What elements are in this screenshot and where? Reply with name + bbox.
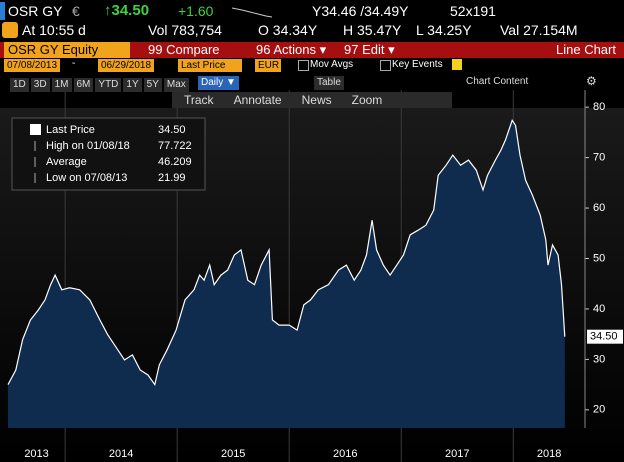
y-tick-label: 80	[593, 101, 605, 113]
checkbox[interactable]	[380, 60, 391, 71]
legend-frame	[11, 117, 206, 191]
legend-swatch	[30, 124, 41, 135]
area	[8, 120, 565, 429]
actions[interactable]: 96 Actions ▾	[256, 42, 327, 57]
sparkline	[232, 7, 272, 18]
tool[interactable]: Track	[184, 93, 214, 107]
price-value: 34.50	[111, 2, 150, 19]
legend-stat-value: 21.99	[158, 172, 186, 184]
x-tick-label: 2015	[221, 448, 245, 460]
legend-stat-label: Low on 07/08/13	[46, 172, 127, 184]
y-tick-label: 70	[593, 152, 605, 164]
edit[interactable]: 97 Edit ▾	[344, 42, 395, 57]
start-date[interactable]: 07/08/2013	[4, 59, 61, 72]
period-button[interactable]: 3D	[30, 78, 50, 92]
value-traded: Val 27.154M	[500, 22, 578, 38]
period-button[interactable]: 1M	[51, 78, 72, 92]
table-button[interactable]: Table	[314, 76, 344, 90]
x-tick-label: 2017	[445, 448, 469, 460]
end-date[interactable]: 06/29/2018	[98, 59, 155, 72]
y-tick-label: 60	[593, 202, 605, 214]
low: L 34.25Y	[416, 22, 472, 38]
legend-value: 34.50	[158, 124, 186, 136]
price: ↑34.50	[104, 2, 149, 19]
y-tick-label: 40	[593, 303, 605, 315]
currency: €	[72, 3, 80, 19]
period-button[interactable]: Max	[163, 78, 189, 92]
field[interactable]: Last Price	[178, 59, 242, 72]
bid-ask: Y34.46 /34.49Y	[312, 3, 409, 19]
legend-stat-value: 77.722	[158, 140, 192, 152]
checkbox[interactable]	[298, 60, 309, 71]
legend-stat-label: Average	[46, 156, 87, 168]
up-arrow: ↑	[104, 2, 112, 19]
chart-content[interactable]: Chart Content	[466, 76, 529, 87]
compare[interactable]: 99 Compare	[148, 42, 220, 57]
tool-bar	[172, 92, 452, 108]
legend-label: Last Price	[46, 124, 95, 136]
volume: Vol 783,754	[148, 22, 222, 38]
legend-stat-value: 46.209	[158, 156, 192, 168]
currency-select[interactable]: EUR	[255, 59, 281, 72]
period-button[interactable]: 5Y	[143, 78, 162, 92]
key-events[interactable]: Key Events	[392, 59, 443, 70]
x-tick-label: 2013	[24, 448, 48, 460]
info-icon[interactable]	[452, 59, 462, 70]
open: O 34.34Y	[258, 22, 318, 38]
x-tick-label: 2014	[109, 448, 133, 460]
menu-bar	[0, 42, 624, 58]
mov-avgs[interactable]: Mov Avgs	[310, 59, 354, 70]
period-button[interactable]: 6M	[73, 78, 94, 92]
size: 52x191	[450, 3, 496, 19]
tool[interactable]: News	[301, 93, 332, 107]
dash: -	[72, 58, 76, 69]
legend: Last Price 34.50	[11, 117, 206, 191]
icon	[2, 22, 18, 38]
ticker: OSR GY	[8, 3, 63, 19]
x-tick-label: 2018	[537, 448, 561, 460]
y-tick-label: 30	[593, 353, 605, 365]
y-tick-label: 20	[593, 404, 605, 416]
period-button[interactable]: YTD	[95, 78, 122, 92]
legend-stat-label: High on 01/08/18	[46, 140, 130, 152]
period-button[interactable]: 1Y	[123, 78, 142, 92]
tool[interactable]: Annotate	[233, 93, 282, 107]
last-price-tag	[587, 329, 623, 344]
y-tick-label: 50	[593, 252, 605, 264]
last-price-label: 34.50	[590, 331, 618, 343]
security[interactable]: OSR GY Equity	[4, 42, 130, 58]
tool[interactable]: Zoom	[351, 93, 383, 107]
marker	[0, 2, 5, 20]
change: +1.60	[178, 3, 214, 19]
view[interactable]: Line Chart	[556, 42, 616, 57]
x-tick-label: 2016	[333, 448, 357, 460]
time: At 10:55 d	[22, 22, 86, 38]
price-line	[7, 118, 566, 387]
settings[interactable]: ⚙	[586, 74, 597, 88]
period-bar: 1D 3D 1M 6M YTD 1Y 5Y Max	[10, 76, 191, 92]
tools: Track Annotate News Zoom	[184, 92, 402, 108]
period-button[interactable]: 1D	[10, 78, 29, 92]
frequency[interactable]: Daily ▼	[198, 76, 239, 90]
high: H 35.47Y	[343, 22, 402, 38]
